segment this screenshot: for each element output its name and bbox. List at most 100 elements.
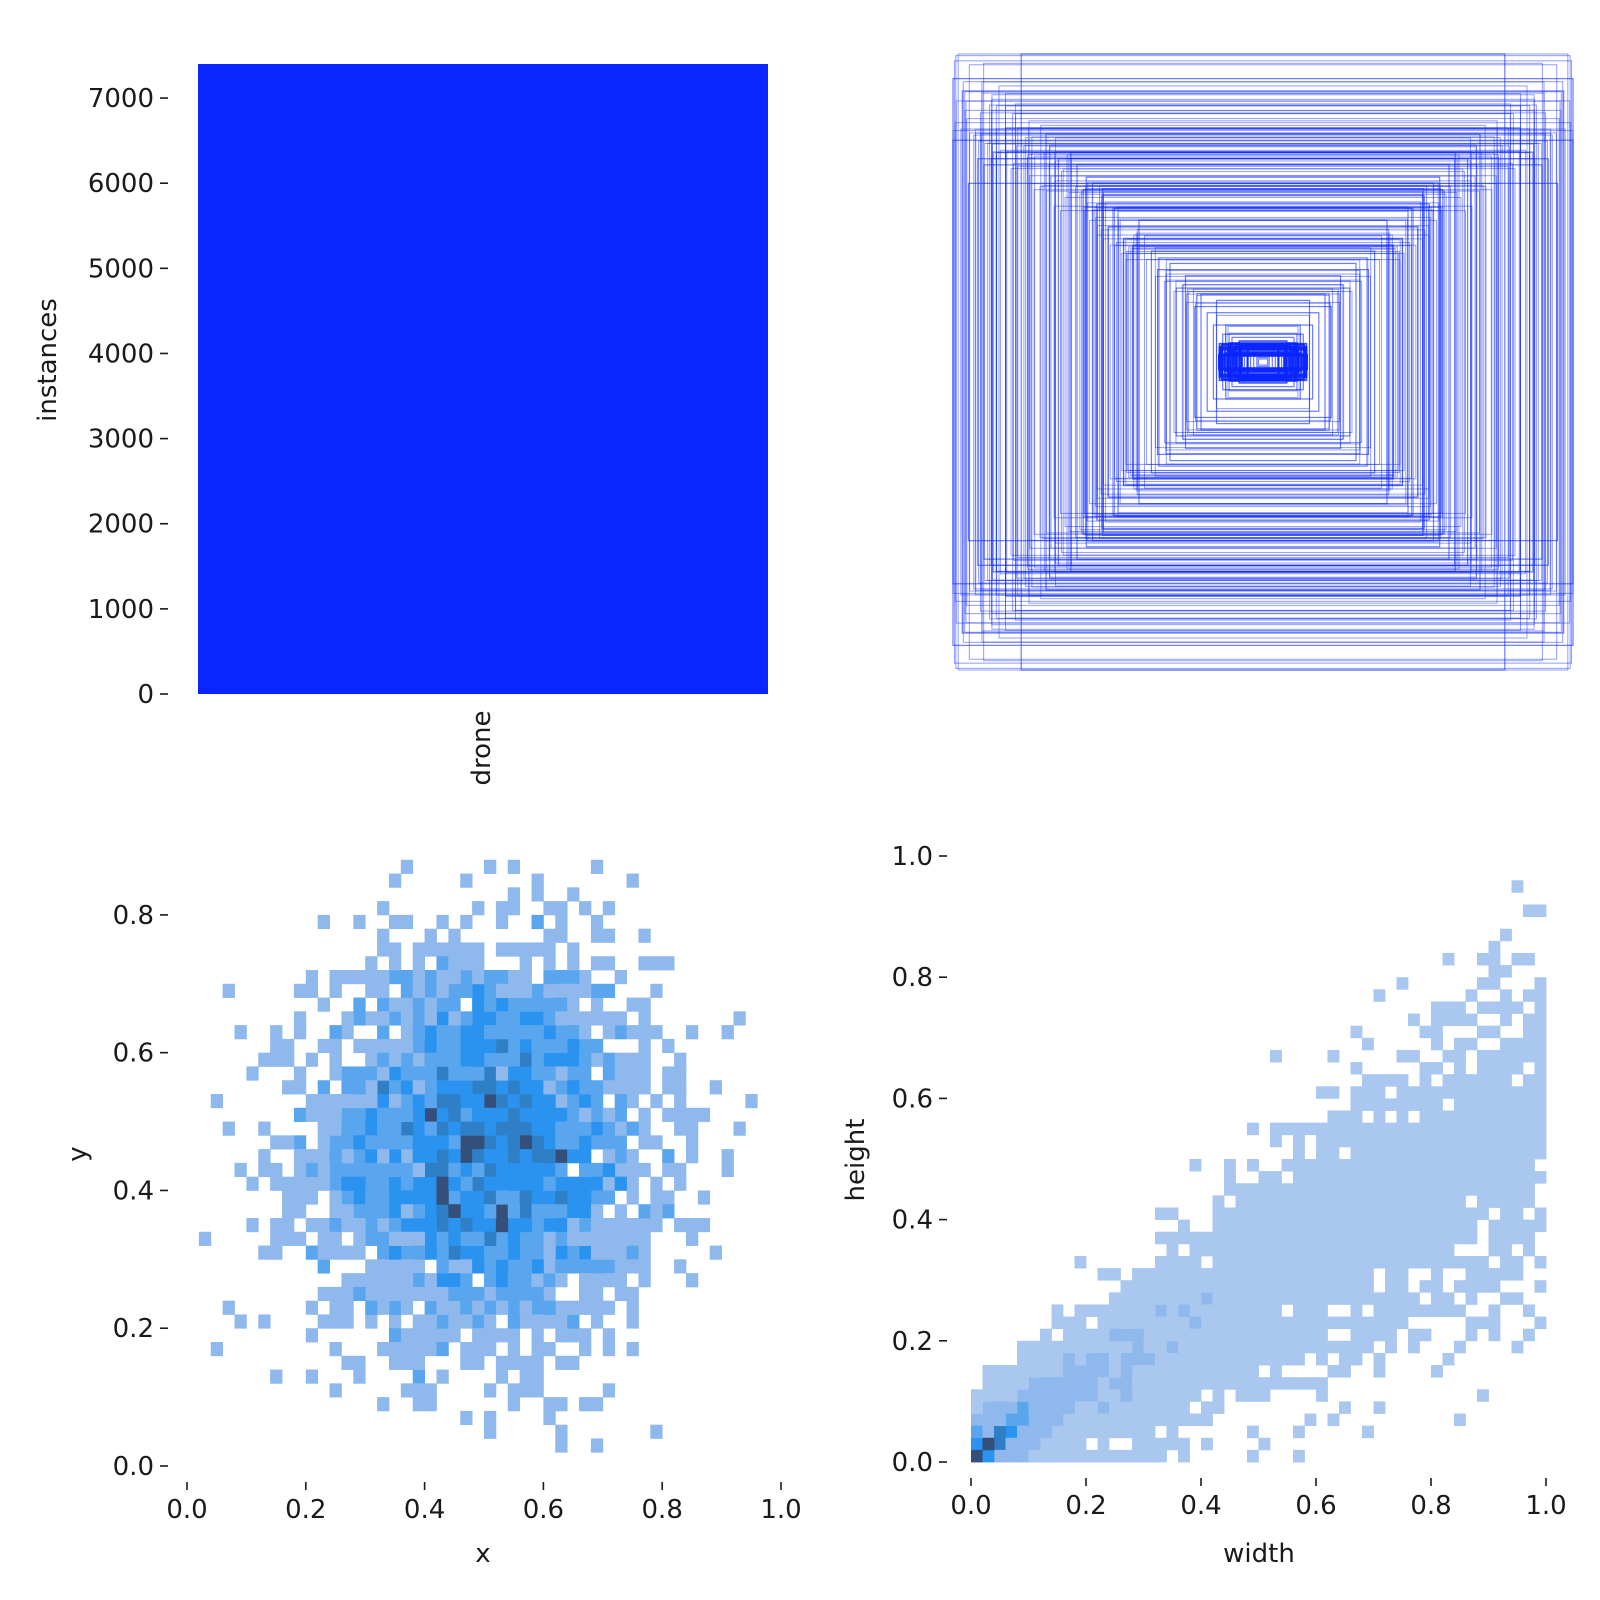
heatmap-cell [1431,1268,1443,1281]
heatmap-cell [1224,1365,1236,1378]
heatmap-cell [567,1314,580,1329]
heatmap-cell [365,1300,378,1315]
heatmap-cell [543,1314,556,1329]
heatmap-cell [484,970,497,985]
heatmap-cell [1477,1122,1489,1136]
heatmap-cell [1534,1219,1547,1233]
heatmap-cell [555,1231,568,1246]
heatmap-cell [1500,1013,1512,1027]
heatmap-cell [1040,1389,1052,1402]
y-tick-label-7: 7000 [88,84,154,114]
heatmap-cell [543,1204,556,1219]
bbox-outline [1118,218,1408,506]
heatmap-cell [472,1259,485,1274]
heatmap-cell [531,1314,544,1329]
heatmap-cell [1500,1146,1512,1160]
heatmap-cell [590,1204,604,1219]
heatmap-cell [460,1342,473,1357]
heatmap-cell [1350,1110,1363,1124]
heatmap-cell [412,1314,425,1329]
heatmap-cell [1155,1255,1167,1269]
heatmap-cell [1212,1377,1225,1390]
heatmap-cell [329,1135,342,1150]
heatmap-cell [507,1355,521,1370]
heatmap-cell [484,1025,497,1040]
heatmap-cell [507,1218,521,1233]
heatmap-cell [448,1300,461,1315]
heatmap-cell [1534,904,1547,917]
heatmap-cell [1281,1159,1294,1172]
heatmap-cell [1270,1352,1282,1366]
heatmap-cell [555,1025,568,1040]
heatmap-cell [650,1204,663,1219]
heatmap-cell [1534,1280,1547,1293]
heatmap-cell [436,1300,449,1315]
heatmap-cell [341,1066,354,1081]
heatmap-cell [460,942,473,957]
heatmap-cell [519,956,532,971]
bbox-outline [987,142,1539,582]
heatmap-cell [1143,1437,1156,1451]
heatmap-cell [626,997,639,1012]
heatmap-cell [1212,1304,1225,1317]
heatmap-cell [626,1286,639,1302]
heatmap-cell [1396,977,1409,990]
heatmap-cell [697,1107,711,1122]
heatmap-cell [1488,965,1501,978]
heatmap-cell [1488,1304,1501,1317]
heatmap-cell [472,1286,485,1302]
heatmap-cell [519,1162,532,1178]
heatmap-cell [1316,1086,1328,1099]
heatmap-cell [519,1025,532,1040]
heatmap-cell [495,1038,509,1054]
heatmap-cell [1442,952,1455,966]
heatmap-cell [460,1218,473,1233]
heatmap-cell [1212,1292,1225,1305]
bbox-outline [1033,189,1493,535]
y-tick-label-2: 2000 [88,510,154,540]
heatmap-cell [1247,1159,1259,1172]
heatmap-cell [1109,1449,1121,1463]
heatmap-cell [1201,1304,1213,1317]
heatmap-cell [1017,1413,1029,1427]
heatmap-cell [507,1328,521,1343]
heatmap-cell [602,1107,616,1122]
heatmap-cell [495,1218,509,1233]
heatmap-cell [626,1176,639,1191]
heatmap-cell [1454,1134,1466,1148]
heatmap-cell [507,1052,521,1067]
heatmap-cell [1396,1074,1409,1087]
heatmap-cell [1523,1074,1535,1087]
heatmap-cell [1511,1037,1524,1051]
heatmap-cell [1212,1207,1225,1220]
heatmap-cell [1385,1146,1397,1160]
heatmap-cell [590,1273,604,1288]
heatmap-cell [685,1121,699,1136]
heatmap-cell [448,1328,461,1343]
heatmap-cell [1247,1268,1259,1281]
heatmap-cell [567,887,580,902]
bbox-outline [1026,154,1500,570]
heatmap-cell [377,1204,390,1219]
bbox-outline [1107,225,1419,499]
heatmap-cell [1511,1171,1524,1184]
heatmap-cell [1442,1001,1455,1014]
heatmap-cell [484,1300,497,1315]
heatmap-cell [472,997,485,1012]
heatmap-cell [685,1107,699,1122]
heatmap-cell [531,1190,544,1205]
heatmap-cell [590,1135,604,1150]
heatmap-cell [305,1300,319,1315]
heatmap-cell [1523,1086,1535,1099]
heatmap-cell [1408,1171,1420,1184]
heatmap-cell [1523,1049,1535,1063]
heatmap-cell [1511,1195,1524,1208]
heatmap-cell [341,1135,354,1150]
heatmap-cell [1362,1146,1374,1160]
heatmap-cell [1339,1231,1351,1245]
heatmap-cell [412,1286,425,1302]
heatmap-cell [721,1025,734,1040]
heatmap-cell [436,1094,449,1109]
heatmap-cell [982,1413,995,1427]
